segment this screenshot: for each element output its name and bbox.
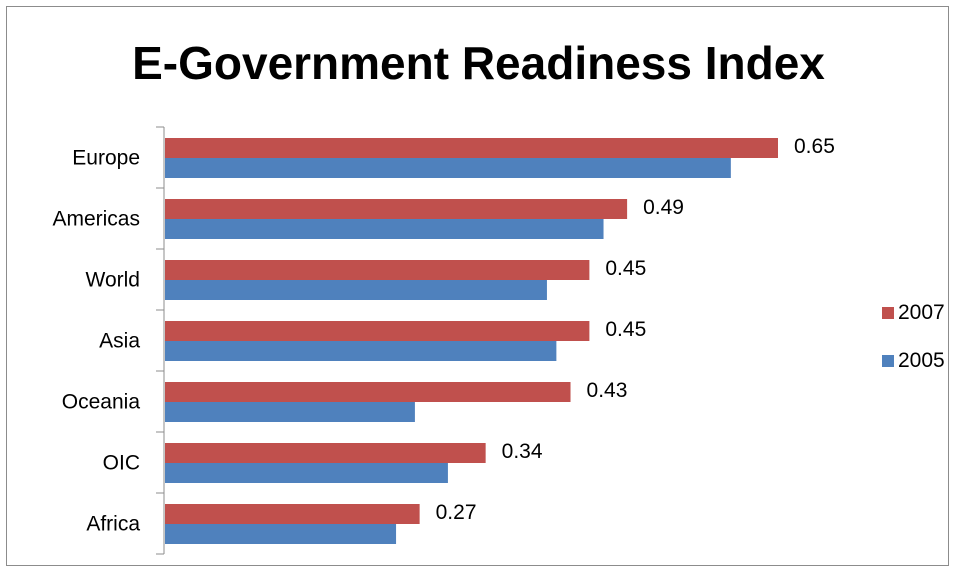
bar-2005 [165,524,397,544]
data-label: 0.43 [587,379,628,402]
category-label: Africa [86,513,140,536]
data-label: 0.45 [605,318,646,341]
bar-2005 [165,158,731,178]
legend-swatch [882,307,894,319]
chart-title: E-Government Readiness Index [132,37,825,89]
category-label: Oceania [62,391,141,414]
labels-layer: Europe 0.65 Americas 0.49 World 0.45 Asia 0.45 O… [52,135,834,536]
data-label: 0.27 [436,501,477,524]
category-label: World [86,269,140,292]
data-label: 0.45 [605,257,646,280]
bar-2007 [165,321,590,341]
legend: 2007 2005 [882,301,945,372]
bar-2005 [165,341,557,361]
bar-2007 [165,382,571,402]
bar-2007 [165,443,486,463]
legend-swatch [882,355,894,367]
bar-2007 [165,199,628,219]
bar-2007 [165,138,778,158]
category-label: Americas [52,208,140,231]
category-label: Europe [72,147,140,170]
data-label: 0.65 [794,135,835,158]
legend-label: 2005 [898,349,945,372]
category-label: OIC [103,452,140,475]
bar-2007 [165,260,590,280]
bar-2005 [165,219,604,239]
bar-2005 [165,280,547,300]
bar-2005 [165,402,415,422]
data-label: 0.49 [643,196,684,219]
axis-layer [156,126,165,555]
bars-layer [165,138,778,544]
category-label: Asia [99,330,140,353]
legend-label: 2007 [898,301,945,324]
bar-2007 [165,504,420,524]
data-label: 0.34 [502,440,543,463]
bar-2005 [165,463,448,483]
